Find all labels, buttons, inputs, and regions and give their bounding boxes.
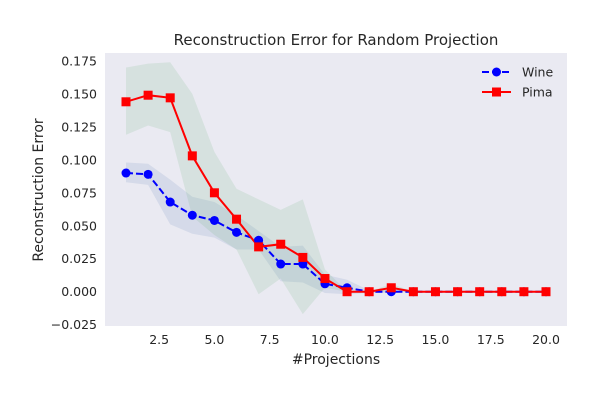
pima-point <box>386 283 396 293</box>
plot-area <box>105 53 567 326</box>
series-markers <box>121 90 551 297</box>
x-tick-label: 2.5 <box>149 332 169 347</box>
pima-point <box>143 90 153 100</box>
pima-point <box>121 97 131 107</box>
wine-point <box>121 168 131 178</box>
y-tick-label: 0.150 <box>61 86 97 101</box>
pima-confidence-band <box>126 62 546 315</box>
wine-point <box>276 259 286 269</box>
wine-point <box>143 169 153 179</box>
x-axis-label: #Projections <box>292 352 380 368</box>
pima-point <box>276 239 286 249</box>
y-axis-ticks: −0.025 0.000 0.025 0.050 0.075 0.100 0.125 0.15… <box>51 53 97 332</box>
wine-point <box>165 197 175 207</box>
wine-point <box>232 227 242 237</box>
pima-point <box>475 287 485 297</box>
confidence-bands <box>126 62 546 315</box>
x-tick-label: 15.0 <box>422 332 450 347</box>
wine-legend-marker <box>492 67 501 77</box>
pima-point <box>364 287 374 297</box>
pima-point <box>187 151 197 161</box>
y-tick-label: 0.125 <box>61 119 97 134</box>
pima-point <box>342 287 352 297</box>
pima-legend-marker <box>492 87 501 97</box>
pima-point <box>209 188 219 198</box>
pima-point <box>165 93 175 103</box>
pima-point <box>254 242 264 252</box>
y-tick-label: 0.025 <box>61 251 97 266</box>
x-tick-label: 5.0 <box>204 332 224 347</box>
x-tick-label: 10.0 <box>311 332 339 347</box>
y-tick-label: 0.000 <box>61 284 97 299</box>
pima-point <box>497 287 507 297</box>
wine-legend-label: Wine <box>522 65 553 80</box>
legend: Wine Pima <box>482 65 553 100</box>
y-tick-label: −0.025 <box>51 317 97 332</box>
pima-point <box>408 287 418 297</box>
pima-point <box>298 252 308 262</box>
pima-point <box>430 287 440 297</box>
x-tick-label: 17.5 <box>477 332 505 347</box>
pima-legend-label: Pima <box>522 85 553 100</box>
y-tick-label: 0.050 <box>61 218 97 233</box>
wine-confidence-band <box>126 162 546 295</box>
pima-point <box>453 287 463 297</box>
pima-point <box>232 214 242 224</box>
y-tick-label: 0.175 <box>61 53 97 68</box>
wine-point <box>209 215 219 225</box>
y-tick-label: 0.100 <box>61 152 97 167</box>
x-axis-ticks: 2.5 5.0 7.5 10.0 12.5 15.0 17.5 20.0 <box>149 332 560 347</box>
x-tick-label: 7.5 <box>260 332 280 347</box>
y-tick-label: 0.075 <box>61 185 97 200</box>
wine-point <box>187 210 197 220</box>
y-axis-label: Reconstruction Error <box>31 118 47 262</box>
chart-title: Reconstruction Error for Random Projecti… <box>174 31 499 49</box>
pima-point <box>541 287 551 297</box>
pima-point <box>320 274 330 284</box>
x-tick-label: 12.5 <box>366 332 394 347</box>
pima-point <box>519 287 529 297</box>
x-tick-label: 20.0 <box>532 332 560 347</box>
